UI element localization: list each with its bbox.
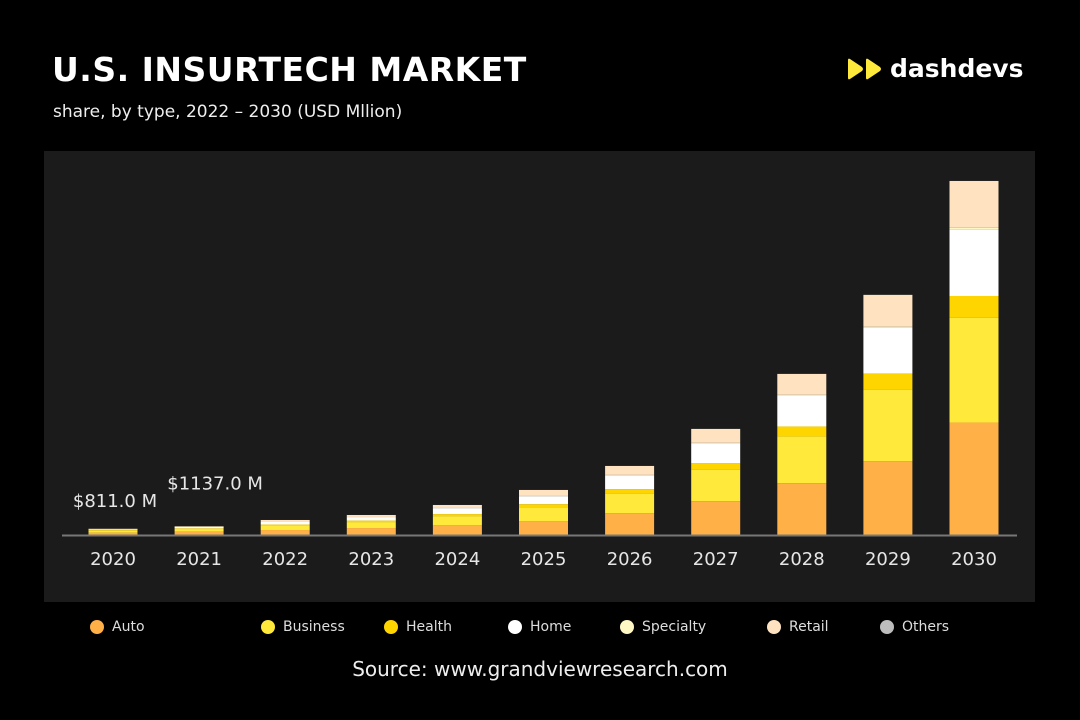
chart-subtitle: share, by type, 2022 – 2030 (USD Mllion) xyxy=(53,102,403,122)
legend-item-health: Health xyxy=(384,619,452,635)
legend-item-business: Business xyxy=(261,619,345,635)
bar-segment-business-2020 xyxy=(88,530,138,533)
bar-segment-retail-2021 xyxy=(174,526,224,527)
bar-segment-health-2024 xyxy=(432,514,482,517)
chart-title: U.S. INSURTECH MARKET xyxy=(52,50,527,89)
x-tick-label: 2021 xyxy=(176,549,222,570)
legend-dot-icon xyxy=(508,620,522,634)
x-tick-label: 2020 xyxy=(90,549,136,570)
bar-segment-retail-2024 xyxy=(432,504,482,508)
bar-segment-retail-2022 xyxy=(260,519,310,522)
bar-segment-home-2026 xyxy=(605,475,655,490)
bar-segment-retail-2026 xyxy=(605,465,655,475)
legend-dot-icon xyxy=(384,620,398,634)
bar-segment-auto-2028 xyxy=(777,483,827,535)
legend-dot-icon xyxy=(880,620,894,634)
x-tick-label: 2022 xyxy=(262,549,308,570)
bar-segment-home-2024 xyxy=(432,508,482,515)
x-tick-label: 2024 xyxy=(434,549,480,570)
bar-segment-health-2026 xyxy=(605,489,655,494)
bar-segment-auto-2020 xyxy=(88,532,138,535)
legend-label: Others xyxy=(902,619,950,635)
bar-segment-home-2027 xyxy=(691,443,741,464)
bar-segment-auto-2021 xyxy=(174,531,224,535)
legend-item-retail: Retail xyxy=(767,619,829,635)
bar-segment-retail-2025 xyxy=(519,489,568,496)
legend-dot-icon xyxy=(90,620,104,634)
bar-segment-retail-2030 xyxy=(949,180,999,228)
bar-segment-business-2021 xyxy=(174,529,224,532)
x-tick-label: 2026 xyxy=(607,549,653,570)
bar-segment-home-2022 xyxy=(260,521,310,525)
bar-segment-health-2029 xyxy=(863,373,913,390)
bar-segment-auto-2027 xyxy=(691,501,741,535)
bar-segment-auto-2026 xyxy=(605,513,655,535)
bar-segment-business-2024 xyxy=(432,516,482,526)
bar-segment-auto-2025 xyxy=(519,521,568,535)
bar-segment-home-2020 xyxy=(88,529,138,531)
bar-segment-auto-2024 xyxy=(432,525,482,535)
bar-segment-specialty-2028 xyxy=(777,394,827,396)
bar-segment-auto-2030 xyxy=(949,422,999,535)
logo-text: dashdevs xyxy=(890,54,1024,83)
bar-segment-home-2030 xyxy=(949,229,999,297)
legend-dot-icon xyxy=(261,620,275,634)
legend-item-home: Home xyxy=(508,619,571,635)
logo-play-icon xyxy=(848,58,881,79)
x-tick-label: 2023 xyxy=(348,549,394,570)
bar-segment-health-2025 xyxy=(519,504,568,508)
bar-segment-business-2023 xyxy=(346,522,396,529)
legend-item-others: Others xyxy=(880,619,949,635)
bar-segment-business-2022 xyxy=(260,525,310,531)
bar-segment-specialty-2029 xyxy=(863,326,913,328)
bar-segment-business-2028 xyxy=(777,436,827,484)
legend-item-auto: Auto xyxy=(90,619,145,635)
data-label-2020: $811.0 M xyxy=(73,491,157,512)
legend-item-specialty: Specialty xyxy=(620,619,706,635)
legend: Auto Business Health Home Specialty Retail Oth… xyxy=(0,619,1080,639)
x-tick-label: 2028 xyxy=(779,549,825,570)
bar-segment-specialty-2030 xyxy=(949,227,999,230)
legend-dot-icon xyxy=(767,620,781,634)
bar-segment-health-2030 xyxy=(949,296,999,318)
bar-segment-home-2025 xyxy=(519,496,568,505)
bar-segment-health-2028 xyxy=(777,426,827,437)
bar-segment-business-2030 xyxy=(949,317,999,423)
bar-segment-auto-2023 xyxy=(346,528,396,535)
bar-segment-business-2026 xyxy=(605,493,655,514)
bar-segment-retail-2027 xyxy=(691,428,741,443)
legend-dot-icon xyxy=(620,620,634,634)
x-tick-label: 2027 xyxy=(693,549,739,570)
x-tick-label: 2029 xyxy=(865,549,911,570)
legend-label: Home xyxy=(530,619,572,635)
legend-label: Business xyxy=(283,619,345,635)
dashdevs-logo: dashdevs xyxy=(846,54,1023,83)
bar-segment-business-2027 xyxy=(691,469,741,502)
bar-segment-health-2022 xyxy=(260,524,310,526)
legend-label: Health xyxy=(406,619,452,635)
bar-segment-retail-2028 xyxy=(777,373,827,395)
bar-segment-home-2029 xyxy=(863,327,913,374)
bar-segment-auto-2022 xyxy=(260,530,310,535)
bar-segment-health-2027 xyxy=(691,463,741,470)
data-label-2021: $1137.0 M xyxy=(167,473,263,494)
legend-label: Retail xyxy=(789,619,829,635)
bar-segment-home-2021 xyxy=(174,526,224,529)
bar-segment-specialty-2027 xyxy=(691,442,741,444)
bar-segment-business-2029 xyxy=(863,389,913,462)
bar-segment-retail-2023 xyxy=(346,514,396,517)
bar-segment-health-2023 xyxy=(346,520,396,523)
bar-segment-home-2023 xyxy=(346,517,396,521)
bar-segment-business-2025 xyxy=(519,507,568,522)
x-tick-label: 2030 xyxy=(951,549,997,570)
legend-label: Specialty xyxy=(642,619,707,635)
source-note: Source: www.grandviewresearch.com xyxy=(352,657,728,681)
bar-segment-retail-2029 xyxy=(863,294,913,327)
x-tick-label: 2025 xyxy=(521,549,567,570)
bar-segment-health-2021 xyxy=(174,528,224,530)
bar-segment-auto-2029 xyxy=(863,461,913,535)
legend-label: Auto xyxy=(112,619,145,635)
bar-segment-home-2028 xyxy=(777,395,827,427)
